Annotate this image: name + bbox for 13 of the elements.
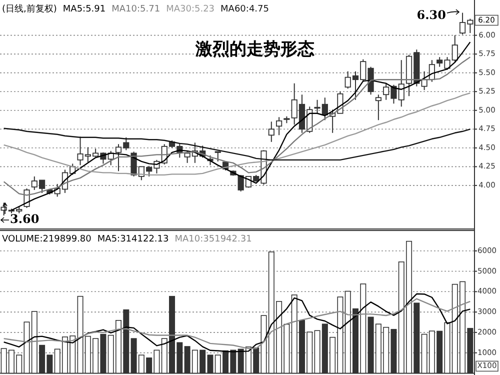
text: (日线,前复权) [2, 3, 57, 14]
text: MA30:5.23 [166, 4, 215, 14]
line-series [3, 128, 471, 161]
line-series [3, 92, 471, 176]
text: MA5:5.91 [62, 4, 106, 14]
annotation: 3.60 [10, 212, 40, 226]
text: MA5:314122.13 [97, 234, 169, 244]
annotation: 6.30 [416, 8, 446, 22]
text: MA10:351942.31 [174, 234, 252, 244]
annotation: 激烈的走势形态 [194, 39, 314, 60]
text: MA60:4.75 [220, 4, 269, 14]
text: MA10:5.71 [112, 4, 160, 14]
chart-title: VOLUME:219899.80 [2, 234, 92, 244]
